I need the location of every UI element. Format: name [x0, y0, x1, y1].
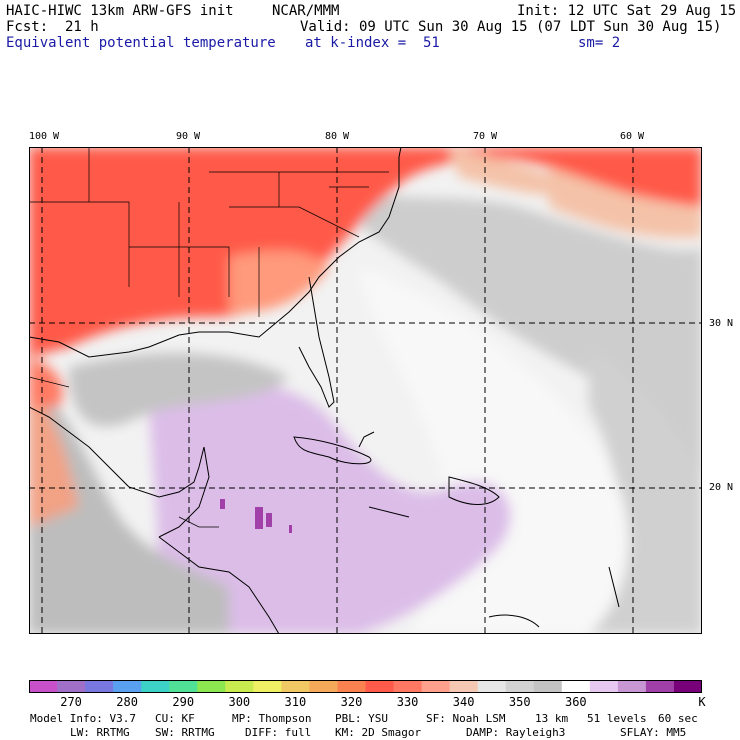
footer-sf: SF: Noah LSM: [426, 712, 506, 725]
colorbar-swatch: [281, 680, 310, 693]
footer-resolution: 13 km: [535, 712, 569, 725]
colorbar-swatch: [421, 680, 451, 693]
level-index: at k-index = 51: [305, 35, 440, 51]
graticule: [29, 147, 702, 634]
footer-levels: 51 levels: [587, 712, 647, 725]
colorbar-tick-label: 290: [172, 695, 195, 709]
colorbar-tick-label: 300: [228, 695, 251, 709]
footer-damp: DAMP: Rayleigh3: [466, 726, 566, 739]
colorbar-swatch: [337, 680, 366, 693]
high-theta-e-cells: [220, 499, 292, 533]
colorbar-swatch: [505, 680, 535, 693]
colorbar-swatch: [85, 680, 114, 693]
lon-label-90w: 90 W: [175, 131, 201, 142]
footer-sw: SW: RRTMG: [155, 726, 215, 739]
colorbar-swatch: [617, 680, 647, 693]
valid-time: Valid: 09 UTC Sun 30 Aug 15 (07 LDT Sun …: [300, 19, 722, 35]
smoothing: sm= 2: [578, 35, 621, 51]
colorbar-swatch: [253, 680, 282, 693]
lat-label-20n: 20 N: [709, 482, 734, 493]
map-frame: [29, 147, 702, 634]
footer-lw: LW: RRTMG: [70, 726, 130, 739]
forecast-hour: Fcst: 21 h: [6, 19, 99, 35]
colorbar-frame: [29, 680, 702, 693]
colorbar-swatch: [477, 680, 507, 693]
colorbar-swatch: [589, 680, 619, 693]
colorbar-tick-label: 320: [340, 695, 363, 709]
colorbar-tick-label: 350: [508, 695, 531, 709]
colorbar-tick-label: 330: [396, 695, 419, 709]
colorbar-tick-label: 280: [116, 695, 138, 709]
colorbar-unit: K: [698, 695, 706, 709]
lon-label-70w: 70 W: [472, 131, 498, 142]
theta-e-map: [29, 147, 702, 634]
footer-cu: CU: KF: [155, 712, 195, 725]
coastlines: [29, 147, 620, 634]
footer-diff: DIFF: full: [245, 726, 312, 739]
lon-label-100w: 100 W: [28, 131, 60, 142]
footer-sflay: SFLAY: MM5: [620, 726, 687, 739]
colorbar-swatch: [393, 680, 423, 693]
colorbar: [29, 680, 702, 693]
footer-mp: MP: Thompson: [232, 712, 312, 725]
state-borders: [29, 147, 389, 528]
colorbar-swatch: [169, 680, 198, 693]
footer-model-info: Model Info: V3.7: [30, 712, 136, 725]
init-time: Init: 12 UTC Sat 29 Aug 15: [517, 3, 737, 19]
colorbar-swatch: [673, 680, 702, 693]
lon-label-80w: 80 W: [324, 131, 350, 142]
colorbar-tick-label: 270: [60, 695, 82, 709]
colorbar-tick-label: 360: [564, 695, 587, 709]
field-name: Equivalent potential temperature: [6, 35, 276, 51]
lat-label-30n: 30 N: [709, 318, 734, 329]
colorbar-swatch: [533, 680, 563, 693]
colorbar-swatch: [449, 680, 479, 693]
footer-km: KM: 2D Smagor: [335, 726, 422, 739]
footer-pbl: PBL: YSU: [335, 712, 388, 725]
lon-label-60w: 60 W: [619, 131, 645, 142]
colorbar-swatch: [197, 680, 226, 693]
colorbar-swatch: [309, 680, 338, 693]
colorbar-swatch: [561, 680, 591, 693]
model-title: HAIC-HIWC 13km ARW-GFS init: [6, 3, 234, 19]
footer-timestep: 60 sec: [658, 712, 698, 725]
colorbar-tick-label: 310: [284, 695, 307, 709]
colorbar-tick-label: 340: [452, 695, 475, 709]
colorbar-swatch: [113, 680, 142, 693]
colorbar-swatch: [645, 680, 675, 693]
colorbar-swatch: [29, 680, 58, 693]
colorbar-swatch: [57, 680, 86, 693]
colorbar-swatch: [365, 680, 395, 693]
colorbar-swatch: [225, 680, 254, 693]
center-label: NCAR/MMM: [272, 3, 340, 19]
theta-e-field: [29, 147, 702, 634]
colorbar-swatch: [141, 680, 170, 693]
